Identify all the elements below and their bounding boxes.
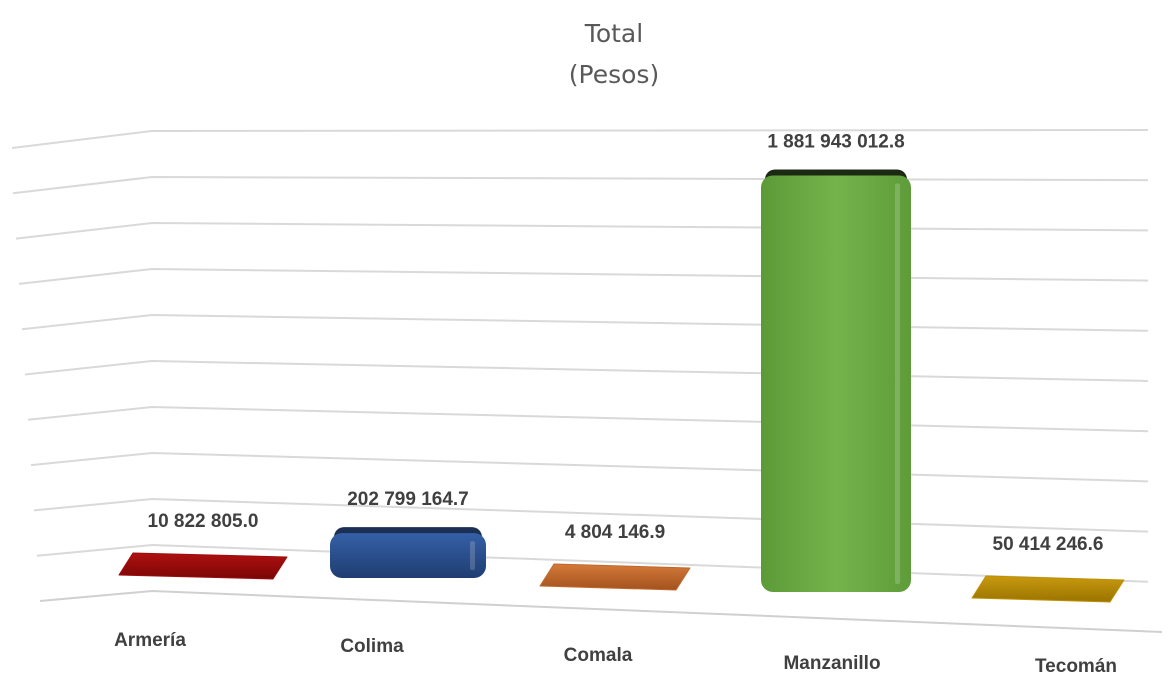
bar-shape: [539, 563, 691, 591]
category-labels-group: Armería Colima Comala Manzanillo Tecomán: [114, 630, 1117, 677]
category-label: Armería: [114, 630, 186, 651]
bar-shape: [330, 533, 486, 578]
category-label: Comala: [564, 645, 633, 666]
value-label: 1 881 943 012.8: [767, 132, 904, 153]
gridline: [24, 359, 1149, 382]
gridline: [21, 313, 1149, 332]
bar-armería: [118, 552, 288, 580]
gridline: [12, 175, 1149, 195]
value-label: 10 822 805.0: [148, 511, 259, 532]
value-label: 4 804 146.9: [565, 522, 665, 543]
bars-group: [118, 169, 1125, 603]
category-label: Colima: [340, 636, 404, 657]
gridline: [15, 221, 1149, 240]
value-labels-group: 10 822 805.0 202 799 164.7 4 804 146.9 1 88…: [148, 132, 1104, 555]
bar-shape: [118, 552, 288, 580]
bar-highlight: [470, 541, 475, 570]
bar-colima: [330, 527, 486, 578]
category-label: Manzanillo: [783, 653, 880, 674]
bar-shape: [761, 175, 911, 593]
bar-highlight: [895, 183, 900, 585]
category-label: Tecomán: [1035, 656, 1117, 677]
value-label: 50 414 246.6: [993, 534, 1104, 555]
gridline: [30, 451, 1149, 483]
value-label: 202 799 164.7: [347, 489, 469, 510]
gridline: [18, 267, 1149, 285]
chart-subtitle: (Pesos): [569, 60, 659, 89]
gridline: [11, 129, 1149, 149]
bar-tecomán: [971, 575, 1125, 603]
chart-title-line1: Total: [584, 19, 643, 48]
bar-manzanillo: [761, 169, 911, 593]
bar-comala: [539, 563, 691, 591]
gridlines: [11, 129, 1149, 583]
chart-floor: [39, 589, 1163, 633]
bar-shape: [971, 575, 1125, 603]
chart-title: Total (Pesos): [569, 19, 659, 89]
gridline: [27, 405, 1149, 433]
